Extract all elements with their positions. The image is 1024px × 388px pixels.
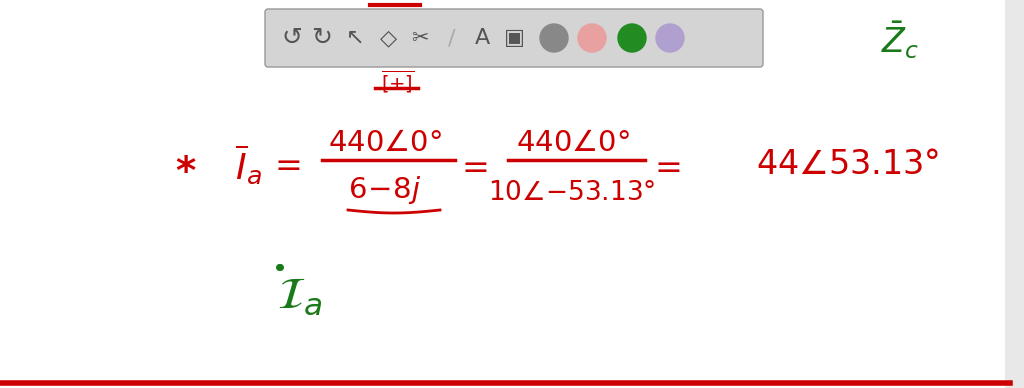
FancyBboxPatch shape <box>1005 0 1024 388</box>
Text: ✂: ✂ <box>412 28 429 48</box>
Text: ◇: ◇ <box>380 28 396 48</box>
Text: $10\angle{-}53.13°$: $10\angle{-}53.13°$ <box>488 180 655 206</box>
Text: A: A <box>474 28 489 48</box>
Text: $44\angle 53.13°$: $44\angle 53.13°$ <box>757 149 940 181</box>
Text: ▣: ▣ <box>504 28 524 48</box>
Circle shape <box>618 24 646 52</box>
Text: /: / <box>449 28 456 48</box>
Text: $440\angle 0°$: $440\angle 0°$ <box>516 129 630 157</box>
Circle shape <box>656 24 684 52</box>
Text: ↻: ↻ <box>311 26 333 50</box>
Text: $440\angle 0°$: $440\angle 0°$ <box>328 129 442 157</box>
Circle shape <box>540 24 568 52</box>
Text: =: = <box>274 151 302 184</box>
Text: *: * <box>175 154 196 192</box>
Text: ↺: ↺ <box>282 26 302 50</box>
Text: $\overline{[+]}$: $\overline{[+]}$ <box>381 68 415 95</box>
Text: $6\!-\!8j$: $6\!-\!8j$ <box>348 174 422 206</box>
Circle shape <box>578 24 606 52</box>
Text: $\bar{Z}_c$: $\bar{Z}_c$ <box>881 20 920 61</box>
Text: =: = <box>461 151 488 185</box>
Text: ↖: ↖ <box>346 28 365 48</box>
Text: =: = <box>654 151 682 185</box>
Text: $\overline{I}_a$: $\overline{I}_a$ <box>234 143 261 187</box>
Text: $\mathcal{I}_a$: $\mathcal{I}_a$ <box>278 274 323 317</box>
FancyBboxPatch shape <box>265 9 763 67</box>
